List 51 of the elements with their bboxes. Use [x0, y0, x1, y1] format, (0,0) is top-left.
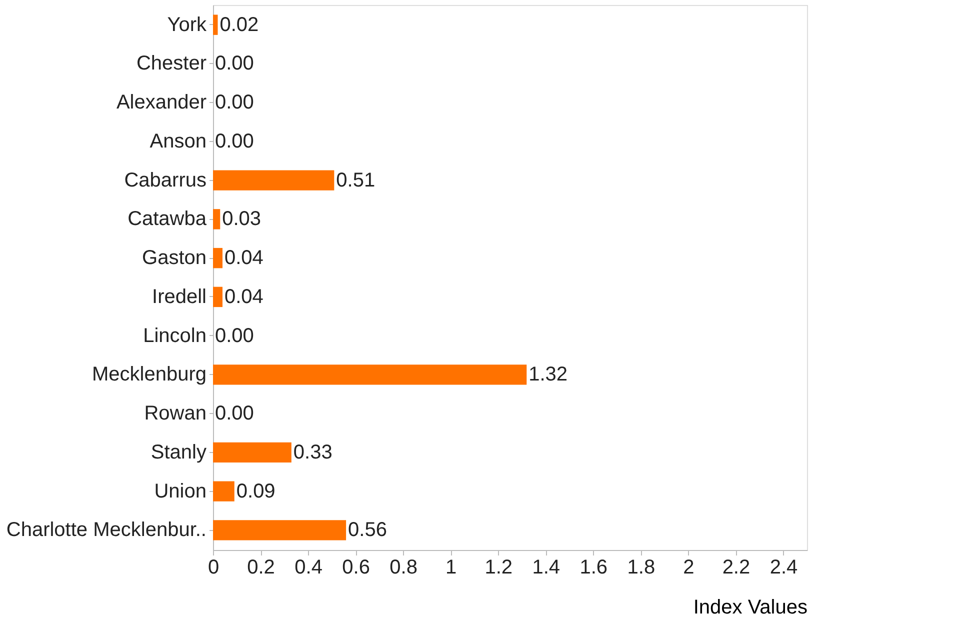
data-label: 0.00 — [215, 402, 254, 425]
y-tick-label: Rowan — [144, 402, 206, 425]
y-tick-label: Charlotte Mecklenbur.. — [6, 519, 206, 542]
bar — [213, 364, 527, 385]
x-axis-title: Index Values — [693, 596, 808, 618]
data-label: 0.00 — [215, 52, 254, 75]
x-tick-label: 0 — [208, 556, 220, 578]
x-tick-label: 2.2 — [722, 556, 750, 578]
bar — [213, 286, 223, 308]
y-tick-label: Gaston — [142, 247, 206, 270]
y-tick-label: Union — [154, 480, 206, 502]
data-label: 0.09 — [236, 480, 276, 502]
y-tick-label: Iredell — [152, 286, 206, 308]
bar — [213, 481, 234, 502]
data-label: 0.51 — [336, 169, 376, 192]
y-tick-label: Cabarrus — [124, 169, 206, 192]
data-label: 0.04 — [224, 286, 264, 308]
data-label: 1.32 — [528, 364, 568, 386]
y-tick-label: Anson — [150, 130, 206, 152]
data-label: 0.00 — [215, 92, 254, 114]
x-tick-label: 1.4 — [532, 556, 560, 578]
x-tick-label: 1.6 — [580, 556, 608, 578]
bar — [213, 520, 346, 540]
x-tick-label: 0.2 — [247, 556, 275, 578]
data-label: 0.56 — [348, 519, 387, 542]
y-tick-label: Chester — [136, 52, 207, 75]
y-tick-label: Lincoln — [143, 324, 206, 347]
y-tick-label: York — [167, 14, 208, 36]
y-tick-label: Stanly — [150, 441, 206, 464]
x-tick-label: 1.8 — [627, 556, 656, 578]
x-tick-label: 0.6 — [342, 556, 370, 578]
x-tick-label: 2 — [683, 556, 694, 578]
x-tick-label: 1 — [446, 556, 457, 578]
data-label: 0.02 — [220, 14, 259, 36]
bar — [213, 14, 218, 35]
x-tick-label: 1.2 — [484, 556, 513, 578]
bar — [213, 170, 334, 190]
x-tick-label: 0.4 — [294, 556, 322, 578]
bar — [213, 442, 292, 463]
data-label: 0.33 — [293, 441, 332, 464]
y-tick-label: Alexander — [116, 92, 207, 114]
y-tick-label: Catawba — [128, 208, 208, 230]
data-label: 0.00 — [215, 130, 254, 152]
x-tick-label: 2.4 — [770, 556, 798, 578]
bar — [213, 209, 220, 230]
bar — [213, 248, 223, 268]
y-tick-label: Mecklenburg — [92, 364, 206, 386]
x-tick-label: 0.8 — [390, 556, 418, 578]
data-label: 0.03 — [222, 208, 262, 230]
data-label: 0.04 — [224, 247, 264, 270]
data-label: 0.00 — [215, 324, 254, 347]
